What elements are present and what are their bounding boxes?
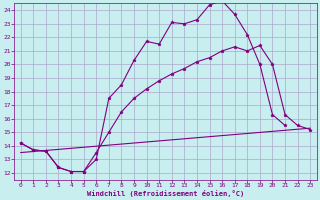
X-axis label: Windchill (Refroidissement éolien,°C): Windchill (Refroidissement éolien,°C) <box>87 190 244 197</box>
